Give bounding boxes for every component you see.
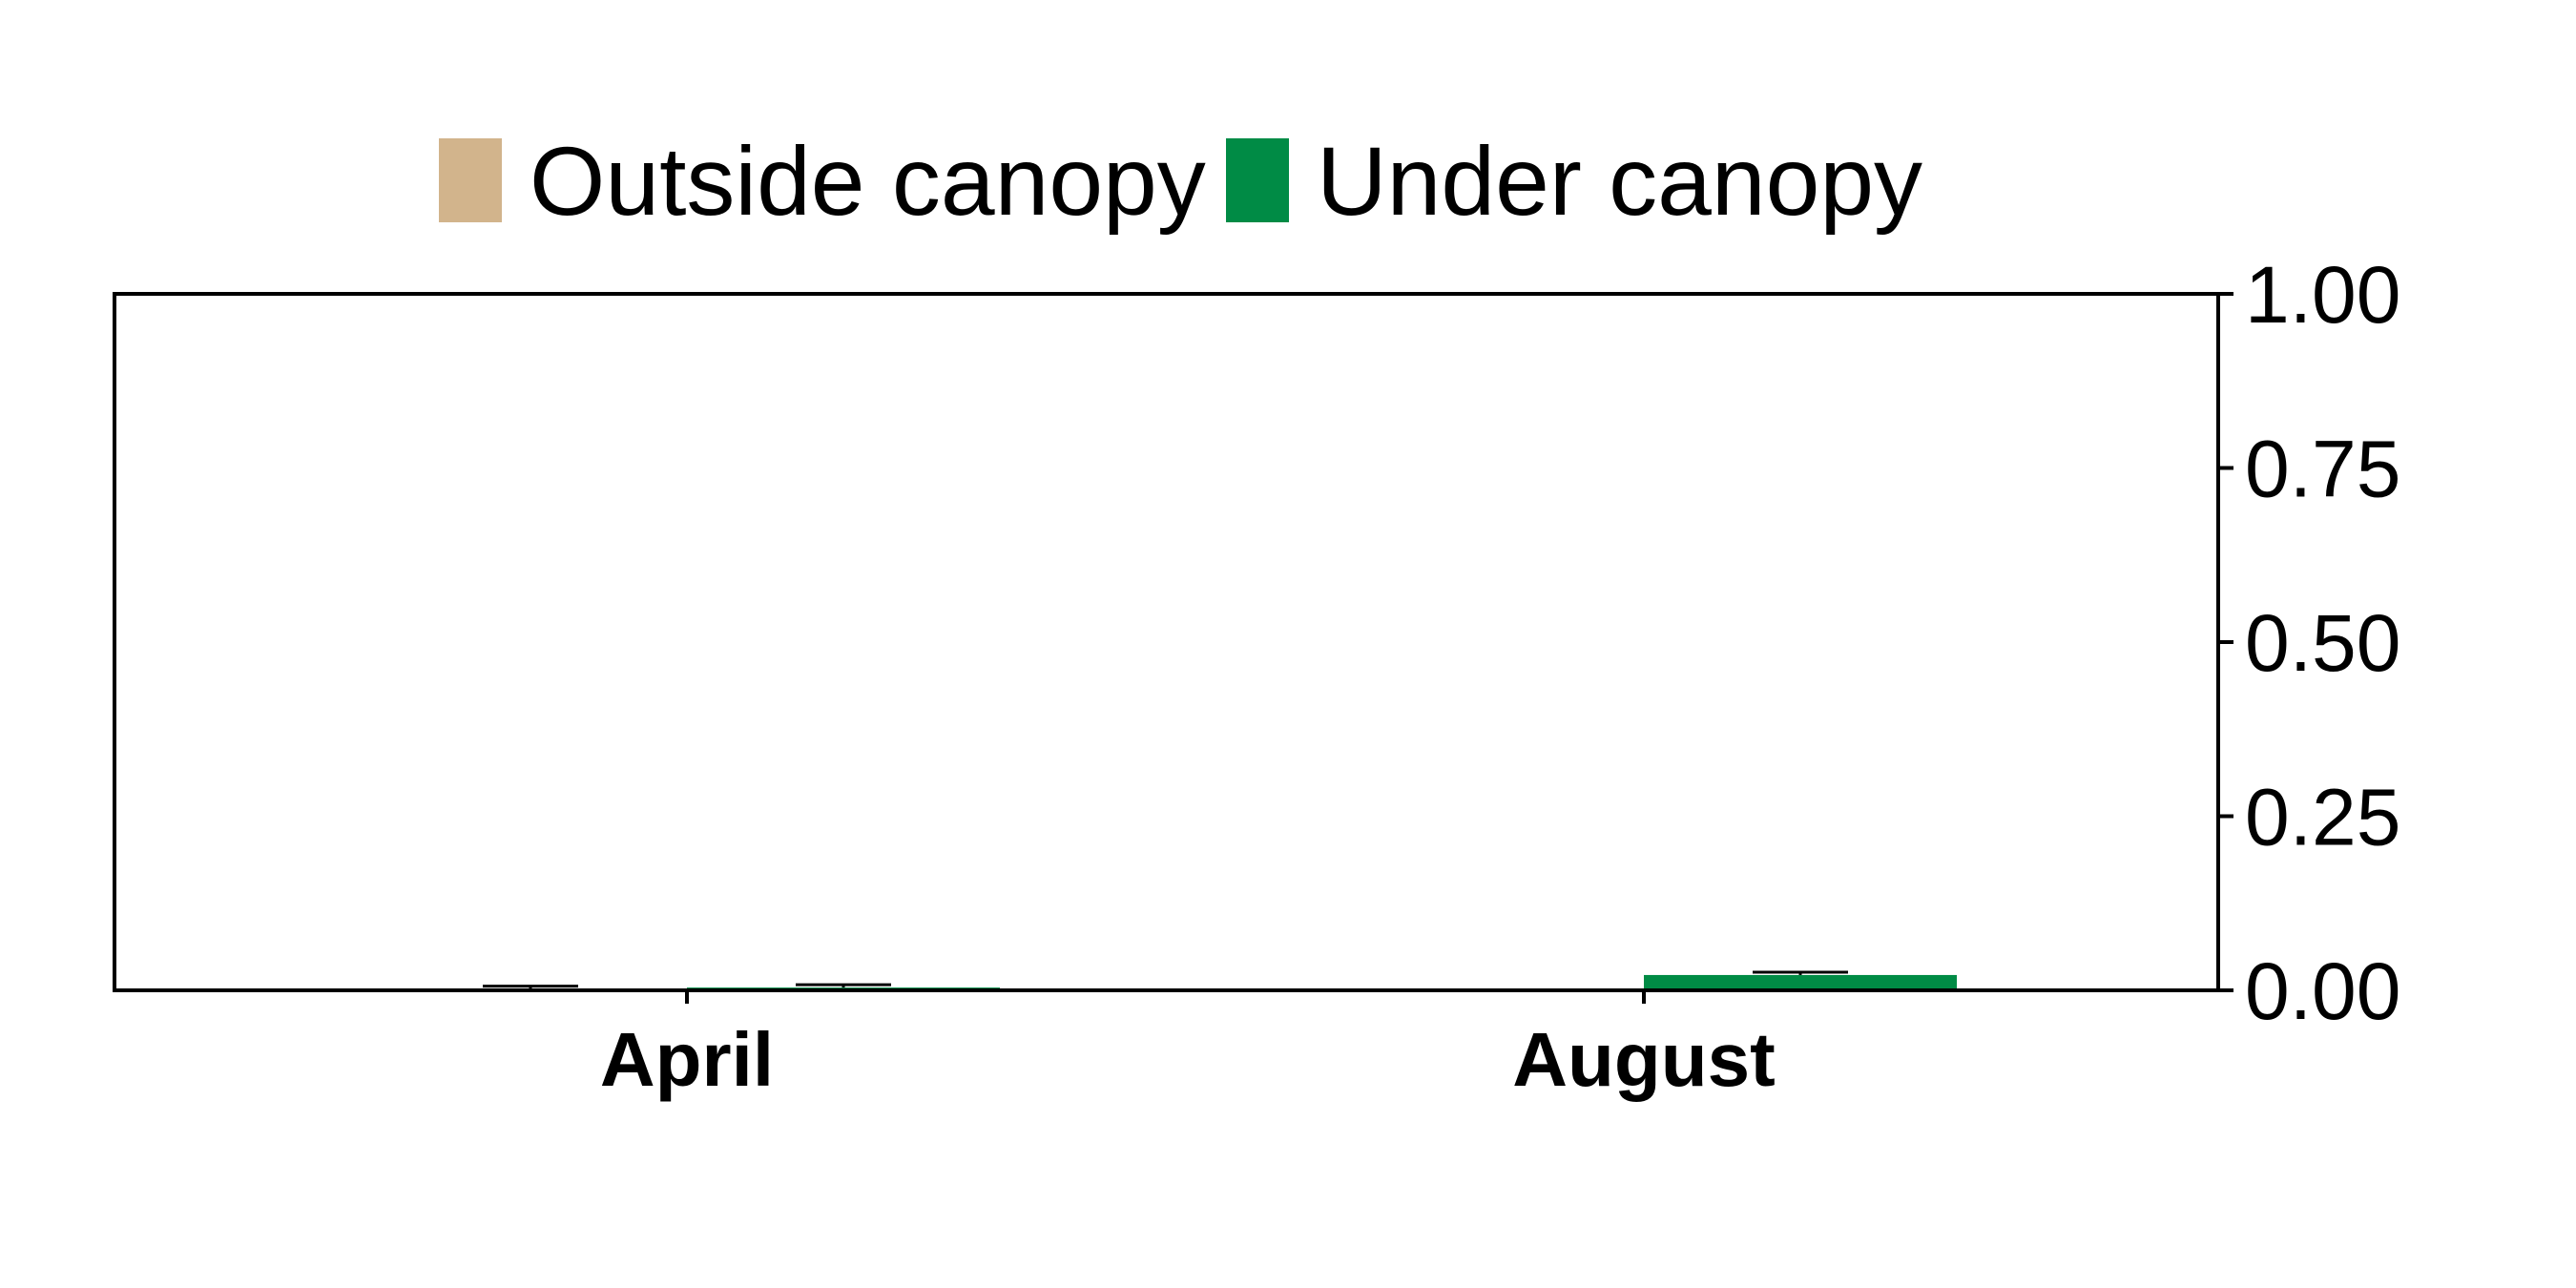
bar-under-canopy-august xyxy=(1644,974,1957,990)
y-tick-label-0: 0.00 xyxy=(2245,946,2401,1036)
y-tick-label-2: 0.50 xyxy=(2245,598,2401,688)
x-axis: April August xyxy=(600,990,1776,1102)
y-tick-label-4: 1.00 xyxy=(2245,250,2401,340)
legend-swatch-0 xyxy=(439,138,502,222)
x-tick-label-august: August xyxy=(1512,1017,1776,1102)
legend-swatch-1 xyxy=(1226,138,1289,222)
bars xyxy=(114,970,2218,992)
plot-panel xyxy=(113,292,2220,992)
legend: Outside canopy Under canopy xyxy=(439,127,1922,236)
legend-label-1: Under canopy xyxy=(1317,127,1922,236)
legend-label-0: Outside canopy xyxy=(530,127,1206,236)
y-axis: 0.00 0.25 0.50 0.75 1.00 xyxy=(2216,250,2401,1036)
y-tick-label-1: 0.25 xyxy=(2245,773,2401,862)
x-tick-label-april: April xyxy=(600,1017,774,1102)
y-tick-label-3: 0.75 xyxy=(2245,425,2401,514)
